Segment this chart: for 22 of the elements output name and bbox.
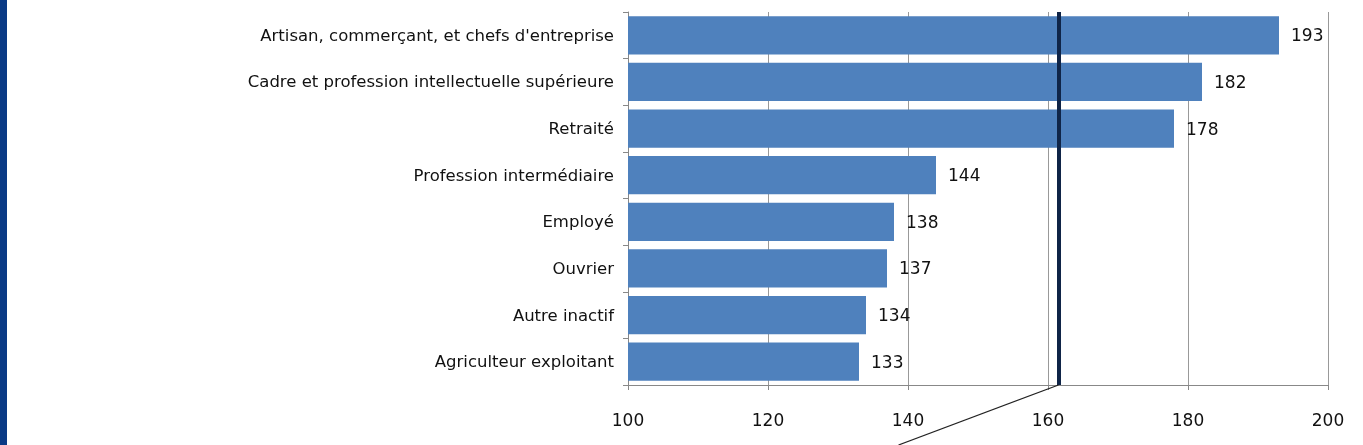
y-tick-label: Agriculteur exploitant (434, 352, 615, 372)
y-tick-label: Retraité (548, 119, 614, 139)
y-tick-label: Employé (542, 212, 614, 232)
data-label: 133 (871, 351, 904, 372)
x-tick-label: 120 (751, 409, 785, 430)
x-tick-label: 180 (1171, 409, 1205, 430)
y-tick-label: Profession intermédiaire (413, 165, 614, 185)
x-tick-label: 160 (1031, 409, 1065, 430)
data-label: 144 (948, 165, 981, 186)
data-label: 138 (906, 211, 939, 232)
data-label: 193 (1291, 25, 1324, 46)
x-tick-label: 200 (1311, 409, 1345, 430)
data-label: 137 (899, 258, 932, 279)
data-label: 134 (878, 305, 911, 326)
y-tick-label: Ouvrier (552, 258, 615, 278)
y-tick-label: Artisan, commerçant, et chefs d'entreprise (260, 25, 614, 45)
x-tick-label: 140 (891, 409, 925, 430)
x-tick-label: 100 (611, 409, 645, 430)
data-label: 182 (1214, 71, 1247, 92)
data-label: 178 (1186, 118, 1219, 139)
y-tick-label: Autre inactif (512, 305, 616, 325)
y-tick-label: Cadre et profession intellectuelle supérieure (247, 72, 614, 92)
